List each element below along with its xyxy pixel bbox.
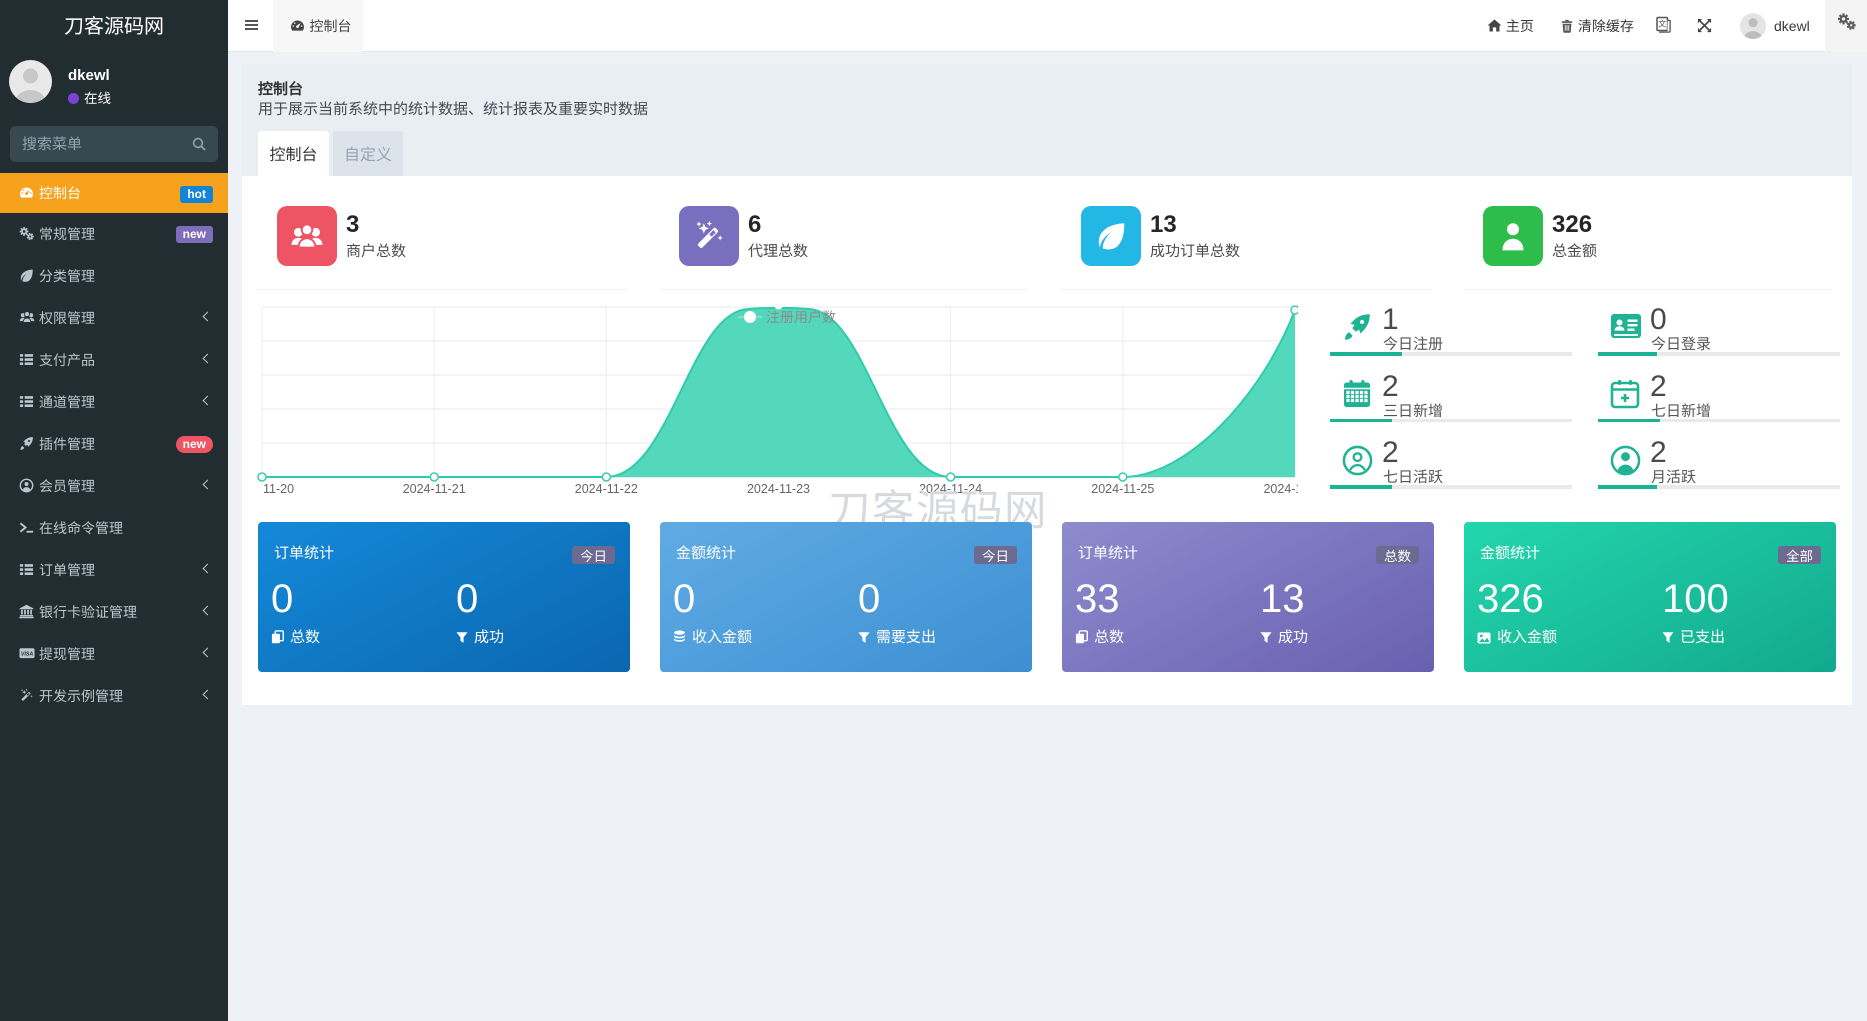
svg-text:2024-11-24: 2024-11-24 bbox=[919, 482, 982, 496]
svg-text:2024-11-25: 2024-11-25 bbox=[1091, 482, 1154, 496]
svg-text:2024-11-23: 2024-11-23 bbox=[747, 482, 810, 496]
svg-text:2024-11-21: 2024-11-21 bbox=[403, 482, 466, 496]
svg-text:文: 文 bbox=[1658, 18, 1666, 29]
svg-text:2024-11-22: 2024-11-22 bbox=[575, 482, 638, 496]
svg-text:2024-11-26: 2024-11-26 bbox=[1263, 482, 1298, 496]
svg-text:11-20: 11-20 bbox=[263, 482, 294, 496]
svg-text:注册用户数: 注册用户数 bbox=[766, 307, 836, 327]
svg-text:VISA: VISA bbox=[21, 651, 33, 657]
